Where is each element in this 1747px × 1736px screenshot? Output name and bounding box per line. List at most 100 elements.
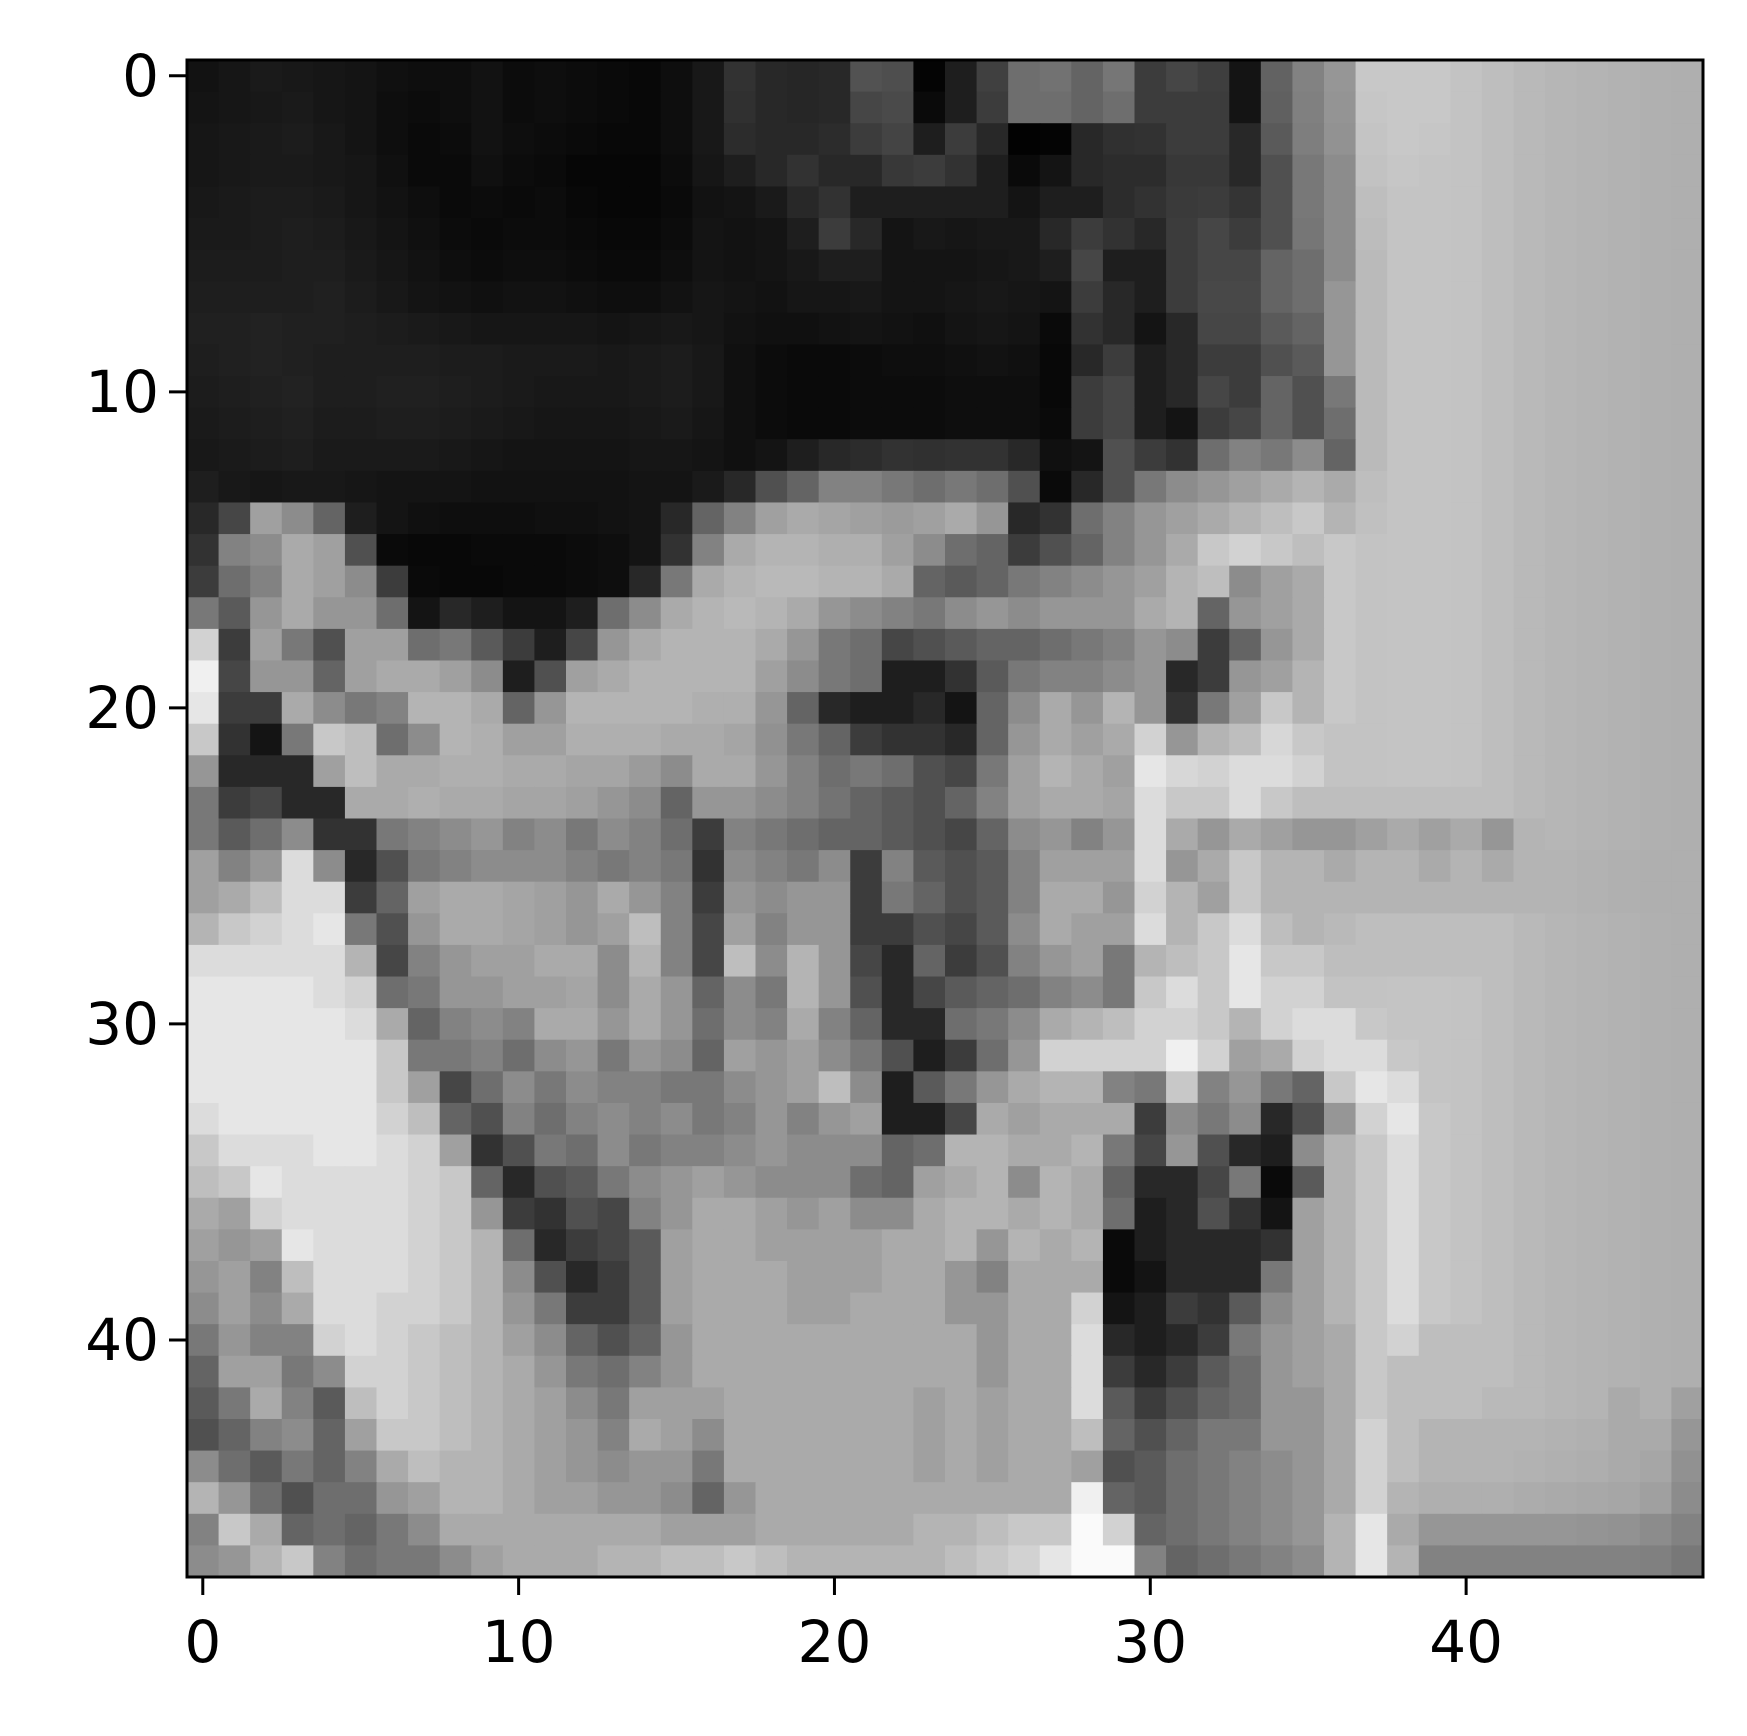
heatmap-cell [976,1134,1009,1167]
heatmap-cell [534,1387,567,1420]
heatmap-cell [1355,786,1388,820]
heatmap-cell [344,1071,378,1104]
heatmap-cell [945,1260,978,1294]
heatmap-cell [1639,218,1673,251]
heatmap-cell [913,407,946,440]
heatmap-cell [1197,281,1230,314]
heatmap-cell [218,376,251,409]
heatmap-cell [1008,660,1041,693]
heatmap-cell [1418,786,1451,820]
heatmap-cell [945,660,978,693]
heatmap-cell [1197,913,1230,946]
heatmap-cell [1039,1008,1072,1041]
heatmap-cell [881,976,915,1009]
heatmap-cell [1608,944,1641,978]
heatmap-cell [818,1418,851,1452]
heatmap-cell [344,1197,378,1230]
heatmap-cell [976,1197,1009,1230]
heatmap-cell [787,692,820,725]
heatmap-cell [1134,218,1167,251]
heatmap-cell [1260,376,1294,409]
heatmap-cell [1166,1513,1199,1546]
heatmap-cell [692,1197,725,1230]
heatmap-cell [439,1387,472,1420]
heatmap-cell [1039,1292,1072,1325]
heatmap-cell [1102,123,1136,156]
heatmap-cell [344,1229,378,1262]
heatmap-cell [755,1513,788,1546]
heatmap-cell [1134,376,1167,409]
heatmap-cell [597,1260,630,1294]
heatmap-cell [1292,1482,1325,1515]
heatmap-cell [218,881,251,914]
heatmap-cell [629,1039,662,1072]
heatmap-cell [913,1008,946,1041]
heatmap-cell [1071,376,1104,409]
heatmap-cell [1039,944,1072,978]
heatmap-cell [471,1545,504,1578]
heatmap-cell [1450,628,1483,662]
heatmap-cell [471,944,504,978]
heatmap-cell [534,1197,567,1230]
heatmap-cell [1545,1450,1578,1483]
heatmap-cell [1387,1418,1420,1452]
heatmap-cell [1197,850,1230,883]
heatmap-cell [376,976,409,1009]
heatmap-cell [534,1324,567,1357]
heatmap-cell [597,881,630,914]
heatmap-cell [1355,850,1388,883]
heatmap-cell [1513,850,1546,883]
heatmap-cell [1071,534,1104,567]
heatmap-cell [566,976,599,1009]
heatmap-cell [1387,1450,1420,1483]
heatmap-cell [1229,1229,1262,1262]
heatmap-cell [1450,344,1483,377]
heatmap-cell [534,692,567,725]
heatmap-cell [1292,376,1325,409]
heatmap-cell [376,123,409,156]
heatmap-cell [439,1039,472,1072]
heatmap-cell [1039,976,1072,1009]
heatmap-cell [1039,154,1072,188]
heatmap-cell [1071,660,1104,693]
heatmap-cell [1481,1197,1515,1230]
heatmap-cell [1166,344,1199,377]
heatmap-cell [1134,407,1167,440]
heatmap-cell [313,755,346,788]
heatmap-cell [1102,1039,1136,1072]
heatmap-cell [1576,470,1609,504]
heatmap-cell [1355,565,1388,598]
heatmap-cell [1387,1166,1420,1199]
heatmap-cell [502,913,536,946]
heatmap-cell [692,881,725,914]
heatmap-cell [1387,154,1420,188]
heatmap-cell [1545,1039,1578,1072]
heatmap-cell [1197,502,1230,535]
heatmap-cell [913,1450,946,1483]
heatmap-cell [976,1102,1009,1136]
heatmap-cell [313,470,346,504]
heatmap-cell [1355,1102,1388,1136]
heatmap-cell [1387,1513,1420,1546]
heatmap-cell [313,723,346,756]
heatmap-cell [755,1355,788,1388]
heatmap-cell [755,818,788,851]
heatmap-cell [976,1387,1009,1420]
heatmap-cell [1576,755,1609,788]
heatmap-cell [787,1008,820,1041]
heatmap-cell [597,660,630,693]
heatmap-cell [660,786,693,820]
heatmap-cell [281,913,314,946]
heatmap-cell [692,1387,725,1420]
heatmap-cell [566,786,599,820]
heatmap-cell [1608,1260,1641,1294]
heatmap-cell [913,1292,946,1325]
heatmap-cell [281,565,314,598]
heatmap-cell [1039,1229,1072,1262]
heatmap-cell [1418,565,1451,598]
heatmap-cell [313,1324,346,1357]
heatmap-cell [1450,1418,1483,1452]
heatmap-cell [1545,218,1578,251]
heatmap-cell [1481,1324,1515,1357]
heatmap-cell [723,660,757,693]
